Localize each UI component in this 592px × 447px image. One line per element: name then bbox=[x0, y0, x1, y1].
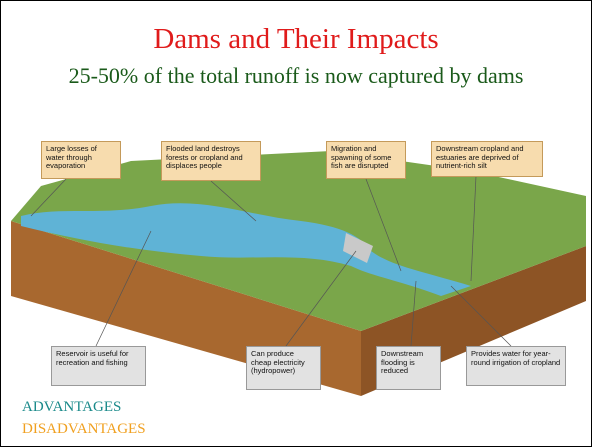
callout: Large losses of water through evaporatio… bbox=[41, 141, 121, 179]
subtitle: 25-50% of the total runoff is now captur… bbox=[1, 63, 591, 89]
callout: Downstream flooding is reduced bbox=[376, 346, 441, 390]
callout: Downstream cropland and estuaries are de… bbox=[431, 141, 543, 177]
callout: Flooded land destroys forests or croplan… bbox=[161, 141, 261, 181]
callout: Reservoir is useful for recreation and f… bbox=[51, 346, 146, 386]
legend-advantages: ADVANTAGES bbox=[22, 399, 121, 416]
callout: Can produce cheap electricity (hydropowe… bbox=[246, 346, 321, 390]
title: Dams and Their Impacts bbox=[1, 23, 591, 56]
callout: Provides water for year-round irrigation… bbox=[466, 346, 566, 386]
slide: Dams and Their Impacts 25-50% of the tot… bbox=[0, 0, 592, 447]
legend-disadvantages: DISADVANTAGES bbox=[22, 421, 146, 438]
callout: Migration and spawning of some fish are … bbox=[326, 141, 406, 179]
